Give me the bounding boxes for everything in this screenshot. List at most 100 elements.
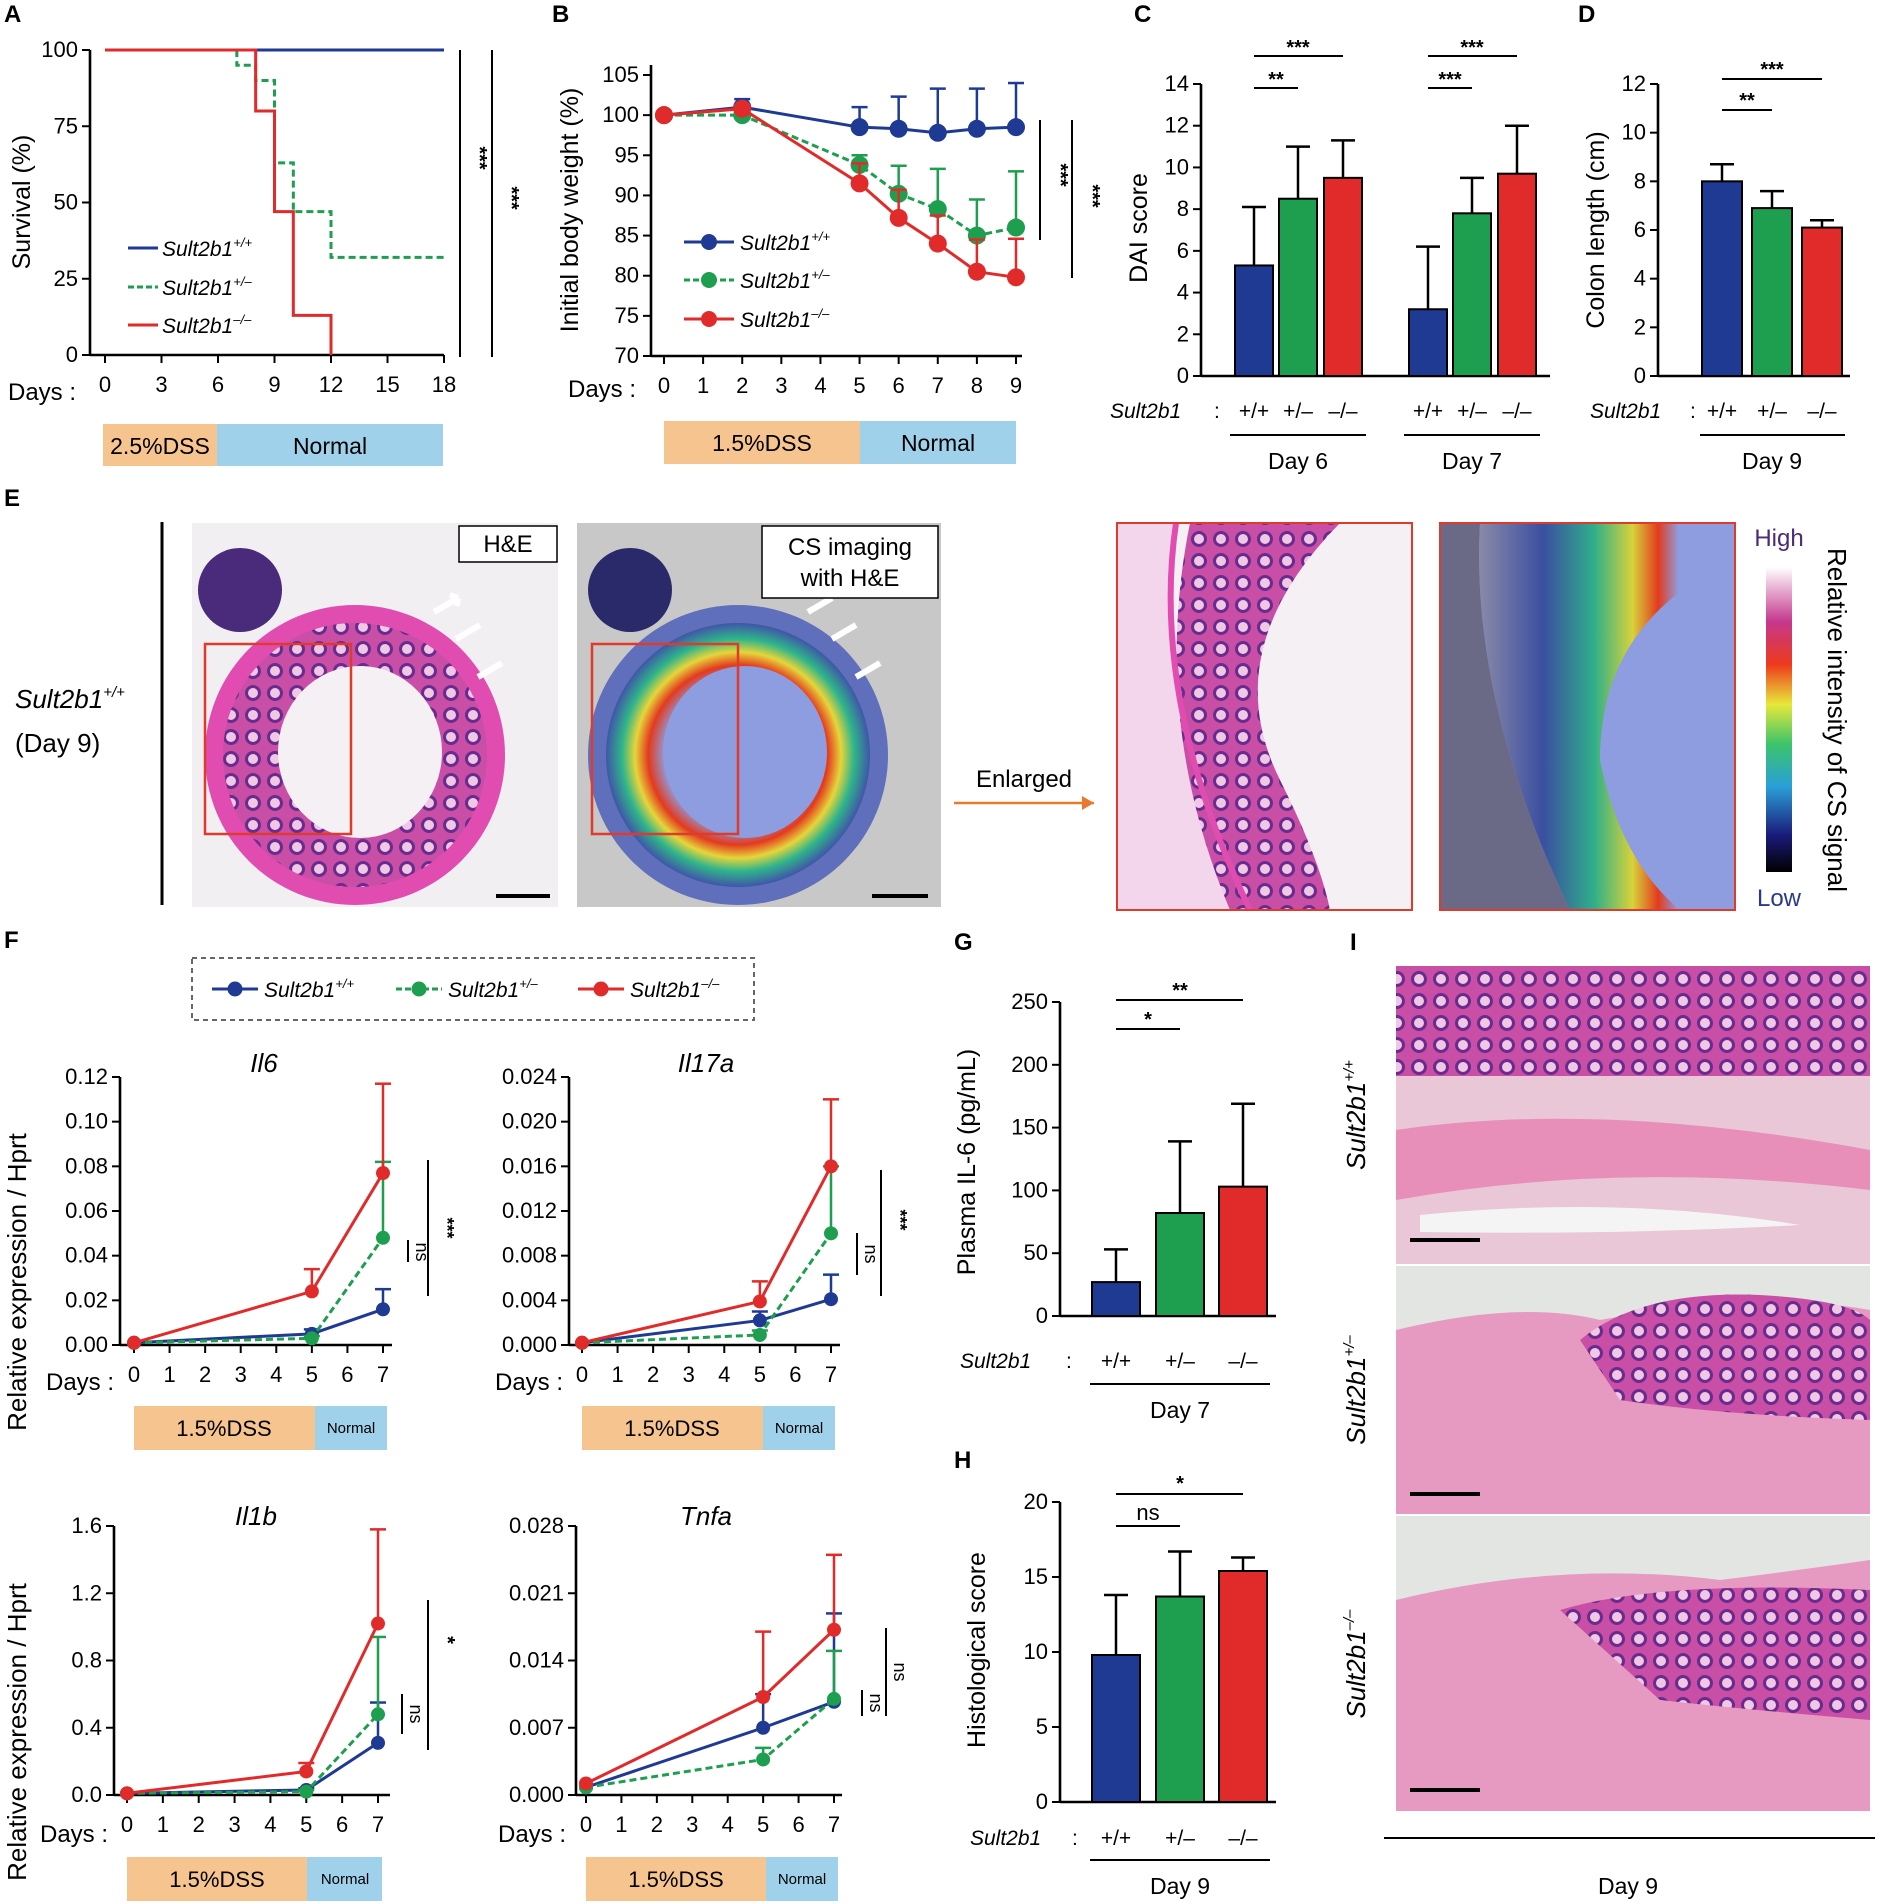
ytick-label: 90 xyxy=(615,182,639,207)
svg-text:Normal: Normal xyxy=(775,1420,823,1437)
e-row-label: Sult2b1+/+ xyxy=(15,684,125,714)
ytick-label: 0.12 xyxy=(65,1064,108,1089)
g-ylabel: Plasma IL-6 (pg/mL) xyxy=(953,1049,981,1275)
svg-text:***: *** xyxy=(1460,37,1484,59)
f4-title: Tnfa xyxy=(680,1501,732,1531)
series-line xyxy=(126,1713,380,1795)
svg-text:Normal: Normal xyxy=(321,1871,369,1888)
svg-text:1.5%DSS: 1.5%DSS xyxy=(624,1416,719,1441)
series-point xyxy=(850,118,869,137)
ytick-label: 85 xyxy=(615,223,639,248)
i-histology-bottom xyxy=(1396,1516,1870,1811)
xtick-label: 7 xyxy=(932,373,944,398)
ytick-label: 0.008 xyxy=(502,1243,557,1268)
xtick-label: 9 xyxy=(1010,373,1022,398)
xtick-label: 2 xyxy=(647,1362,659,1387)
xtick-label: 4 xyxy=(722,1812,734,1837)
xtick-label: 3 xyxy=(686,1812,698,1837)
a-ylabel: Survival (%) xyxy=(8,135,36,270)
e-cbar-label: Relative intensity of CS signal xyxy=(1822,548,1852,892)
series-point xyxy=(733,99,752,118)
svg-text:Days :: Days : xyxy=(40,1821,108,1848)
series-point xyxy=(752,1313,767,1328)
series-point xyxy=(575,1335,589,1350)
series-point xyxy=(376,1166,390,1181)
xtick-label: 2 xyxy=(736,373,748,398)
f-legend-box xyxy=(191,957,755,1021)
svg-text:–/–: –/– xyxy=(1228,1350,1258,1373)
xtick-label: 3 xyxy=(228,1812,240,1837)
xtick-label: 5 xyxy=(306,1362,318,1387)
series-point xyxy=(127,1335,141,1350)
ytick-label: 0.04 xyxy=(65,1243,108,1268)
e-cbar-low: Low xyxy=(1757,885,1802,912)
ytick-label: 1.2 xyxy=(71,1580,102,1605)
xtick-label: 6 xyxy=(212,372,224,397)
ytick-label: 0 xyxy=(1036,1789,1048,1814)
ytick-label: 0.024 xyxy=(502,1064,557,1089)
d-ylabel: Colon length (cm) xyxy=(1582,131,1610,328)
f2-title: Il17a xyxy=(678,1048,734,1078)
ytick-label: 5 xyxy=(1036,1714,1048,1739)
g-group-day7: Day 7 xyxy=(1150,1397,1210,1423)
f-ylabel-top: Relative expression / Hprt xyxy=(2,1132,32,1430)
series-point xyxy=(824,1292,838,1307)
series-point xyxy=(752,1294,767,1309)
svg-text:–/–: –/– xyxy=(1228,1827,1258,1850)
ytick-label: 0.000 xyxy=(502,1332,557,1357)
svg-text:Days :: Days : xyxy=(46,1369,114,1396)
ytick-label: 250 xyxy=(1011,989,1048,1014)
svg-text:–/–: –/– xyxy=(1807,400,1837,423)
d-gene-label: Sult2b1 xyxy=(1590,400,1661,423)
xtick-label: 7 xyxy=(372,1812,384,1837)
ytick-label: 70 xyxy=(615,343,639,368)
svg-text:Sult2b1–/–: Sult2b1–/– xyxy=(740,306,830,332)
xtick-label: 18 xyxy=(432,372,456,397)
series-point xyxy=(376,1230,390,1245)
xtick-label: 4 xyxy=(264,1812,276,1837)
svg-text:ns: ns xyxy=(890,1662,910,1681)
series-point xyxy=(928,200,947,219)
bar xyxy=(1452,212,1492,377)
h-ylabel: Histological score xyxy=(963,1552,991,1748)
b-sig-2: *** xyxy=(1081,184,1103,208)
e-enlarged-cs-image xyxy=(1439,522,1736,911)
xtick-label: 6 xyxy=(341,1362,353,1387)
svg-text:Normal: Normal xyxy=(327,1420,375,1437)
xtick-label: 4 xyxy=(270,1362,282,1387)
xtick-label: 3 xyxy=(155,372,167,397)
d-group-day9: Day 9 xyxy=(1742,448,1802,474)
svg-text:Days :: Days : xyxy=(498,1821,566,1848)
series-point xyxy=(824,1226,838,1241)
f3-title: Il1b xyxy=(235,1501,277,1531)
e-cbar-high: High xyxy=(1754,525,1803,552)
ytick-label: 0 xyxy=(1634,363,1646,388)
xtick-label: 8 xyxy=(971,373,983,398)
ytick-label: 0.10 xyxy=(65,1109,108,1134)
series-line xyxy=(133,1307,384,1345)
xtick-label: 12 xyxy=(319,372,343,397)
ytick-label: 200 xyxy=(1011,1052,1048,1077)
series-point xyxy=(1007,268,1025,287)
a-legend: Sult2b1+/+ Sult2b1+/– Sult2b1–/– xyxy=(128,235,252,338)
b-treatment-normal-bar xyxy=(860,421,1016,464)
ytick-label: 0.08 xyxy=(65,1153,108,1178)
xtick-label: 4 xyxy=(814,373,826,398)
svg-text:+/+: +/+ xyxy=(1707,400,1737,423)
series-point xyxy=(756,1752,771,1767)
series-line xyxy=(133,1172,385,1345)
svg-text:1.5%DSS: 1.5%DSS xyxy=(169,1867,264,1892)
series-point xyxy=(889,119,908,138)
panel-g: G 0 50 100 150 200 250 Plasma IL-6 (pg/mL) Su… xyxy=(953,929,1276,1423)
xtick-label: 7 xyxy=(377,1362,389,1387)
series-point xyxy=(850,174,869,193)
ytick-label: 2 xyxy=(1634,314,1646,339)
xtick-label: 0 xyxy=(658,373,670,398)
c-group-day6: Day 6 xyxy=(1268,448,1328,474)
ytick-label: 0 xyxy=(1036,1303,1048,1328)
ytick-label: 150 xyxy=(1011,1115,1048,1140)
series-point xyxy=(827,1622,841,1637)
ytick-label: 100 xyxy=(41,37,78,62)
ytick-label: 12 xyxy=(1622,71,1646,96)
e-cs-image: CS imaging with H&E xyxy=(577,523,941,907)
